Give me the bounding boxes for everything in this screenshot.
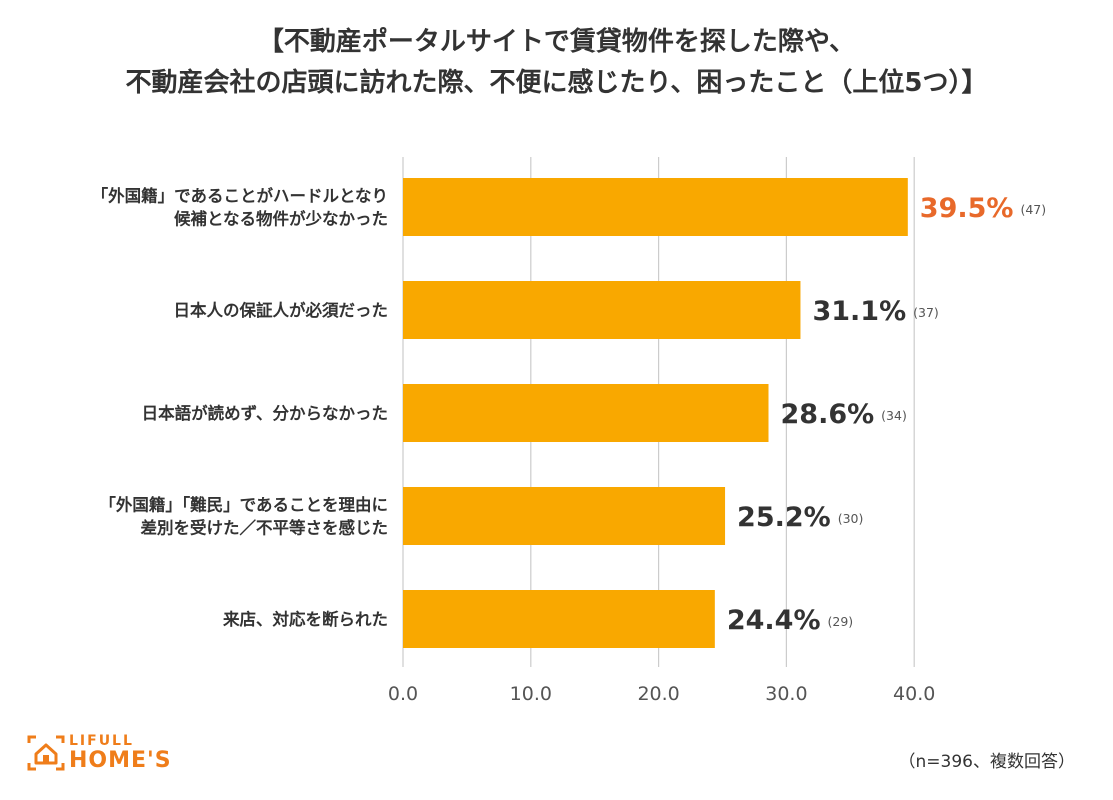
bar <box>403 384 769 442</box>
chart-title-line-2: 不動産会社の店頭に訪れた際、不便に感じたり、困ったこと（上位5つ）】 <box>125 68 988 98</box>
value-label: 25.2% <box>737 502 831 533</box>
brand-name-line-2: HOME'S <box>69 748 172 773</box>
count-label: (29) <box>828 614 854 629</box>
count-label: (37) <box>913 305 939 320</box>
bar <box>403 178 908 236</box>
category-label: 日本人の保証人が必須だった <box>174 300 389 320</box>
bar <box>403 487 726 545</box>
house-logo-icon <box>27 735 65 771</box>
chart-title-line-1: 【不動産ポータルサイトで賃貸物件を探した際や、 <box>257 27 856 57</box>
value-label: 39.5% <box>920 193 1014 224</box>
category-label: 来店、対応を断られた <box>222 609 388 629</box>
category-label: 差別を受けた／不平等さを感じた <box>141 518 389 538</box>
count-label: (47) <box>1020 202 1046 217</box>
brand-name-line-1: LIFULL <box>69 733 134 749</box>
x-tick-label: 10.0 <box>510 683 552 705</box>
category-label: 日本語が読めず、分からなかった <box>142 403 388 423</box>
brand-logo: LIFULL HOME'S <box>26 733 186 773</box>
category-label: 「外国籍」であることがハードルとなり <box>92 186 388 206</box>
category-label: 候補となる物件が少なかった <box>174 209 388 229</box>
value-label: 31.1% <box>812 296 906 327</box>
x-tick-label: 30.0 <box>765 683 807 705</box>
x-tick-label: 20.0 <box>637 683 679 705</box>
count-label: (34) <box>881 408 907 423</box>
bar <box>403 590 715 648</box>
chart-title: 【不動産ポータルサイトで賃貸物件を探した際や、 不動産会社の店頭に訪れた際、不便… <box>0 22 1113 104</box>
bar-chart: 0.0 10.0 20.0 30.0 40.0 「外国籍」であることがハードルとなり候補と… <box>92 157 1046 705</box>
value-label: 28.6% <box>781 399 875 430</box>
category-label: 「外国籍」「難民」であることを理由に <box>99 495 388 515</box>
x-tick-label: 0.0 <box>388 683 418 705</box>
count-label: (30) <box>838 511 864 526</box>
x-tick-label: 40.0 <box>893 683 935 705</box>
sample-note: （n=396、複数回答） <box>898 752 1075 772</box>
value-label: 24.4% <box>727 605 821 636</box>
bar <box>403 281 801 339</box>
